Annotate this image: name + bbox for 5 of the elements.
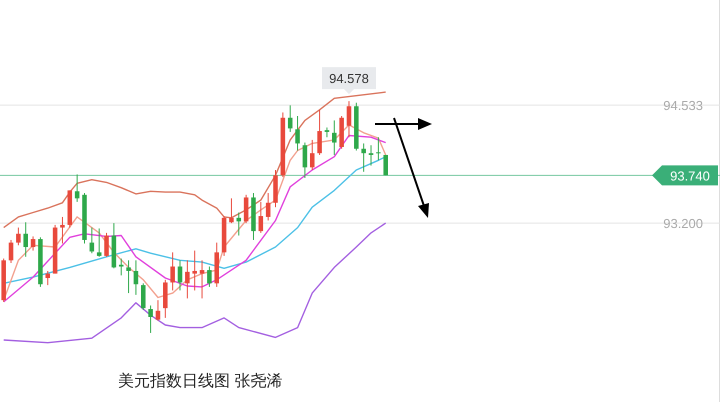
title: 美元指数日线图 张尧浠 [118, 373, 282, 390]
ytick: 93.200 [663, 216, 703, 232]
ref-label: 93.740 [670, 168, 710, 184]
ytick: 94.533 [663, 98, 703, 114]
annotation: 94.578 [329, 71, 369, 86]
